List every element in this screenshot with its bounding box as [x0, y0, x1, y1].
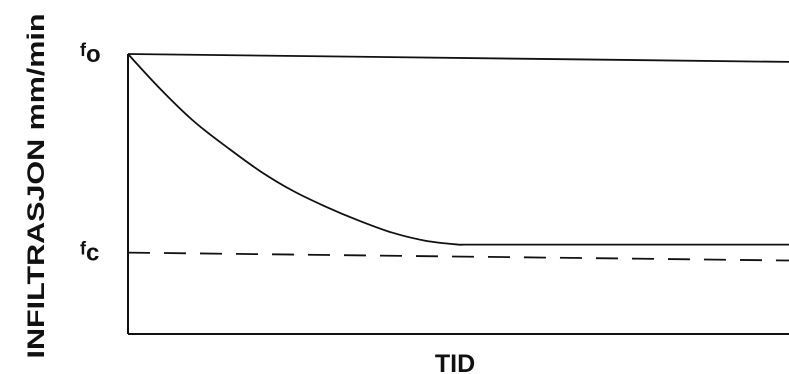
x-axis-label: TID [435, 350, 475, 374]
y-tick-label-fo: fo [80, 40, 101, 68]
y-tick-label-fc: fc [80, 239, 99, 267]
fo-reference-line [127, 53, 789, 63]
axes [127, 54, 789, 335]
series-layer [127, 53, 789, 262]
y-tick-labels: fo fc [80, 40, 101, 267]
y-axis-label: INFILTRASJON mm/min [23, 14, 50, 359]
infiltration-curve [127, 53, 789, 246]
fc-dashed-line [127, 251, 789, 262]
